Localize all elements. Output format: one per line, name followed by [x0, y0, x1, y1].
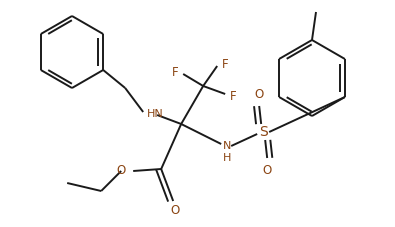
Text: HN: HN: [147, 109, 164, 119]
Text: F: F: [172, 66, 179, 79]
Text: O: O: [171, 205, 180, 217]
Text: N: N: [223, 141, 231, 151]
Text: O: O: [116, 165, 125, 178]
Text: O: O: [263, 163, 272, 177]
Text: S: S: [259, 125, 267, 139]
Text: O: O: [254, 87, 264, 101]
Text: F: F: [222, 57, 228, 71]
Text: F: F: [230, 89, 237, 103]
Text: H: H: [223, 153, 231, 163]
